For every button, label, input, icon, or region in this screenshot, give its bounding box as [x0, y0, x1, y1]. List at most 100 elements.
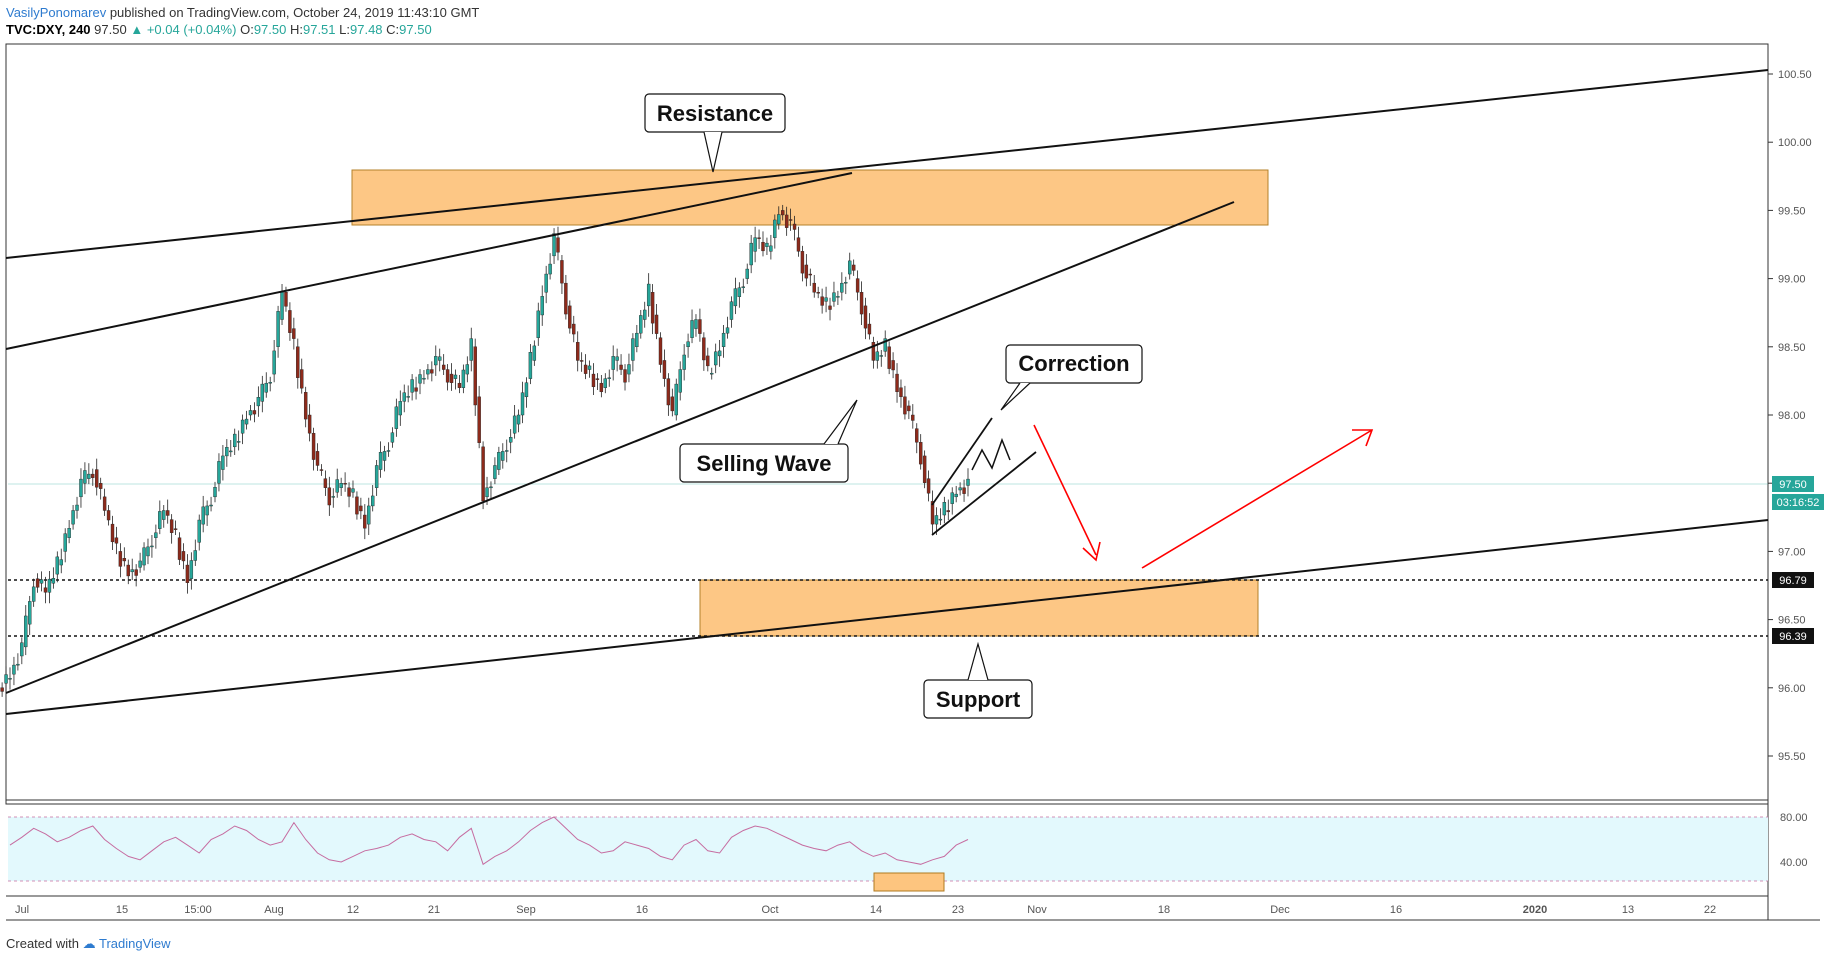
candle-body-222 — [875, 351, 880, 361]
selling-wave-callout[interactable]: Selling Wave — [679, 399, 858, 483]
correction-zigzag[interactable] — [971, 437, 1011, 471]
rsi-tick-1: 40.00 — [1780, 857, 1808, 869]
up-arrow[interactable] — [1141, 429, 1373, 569]
candle-body-58 — [229, 450, 233, 453]
candle-body-242 — [954, 493, 958, 498]
candle-body-134 — [528, 352, 533, 379]
lower-channel-trendline[interactable] — [5, 519, 1769, 715]
upper-channel-trendline[interactable] — [5, 69, 1769, 259]
symbol-label[interactable]: TVC:DXY, 240 — [6, 22, 91, 37]
low-label: L: — [339, 22, 350, 37]
candle-body-64 — [252, 410, 257, 415]
correction-channel-top[interactable] — [931, 417, 993, 506]
correction-channel-bottom[interactable] — [931, 451, 1037, 536]
candle-body-41 — [162, 510, 166, 520]
candle-body-60 — [236, 441, 241, 443]
candle-body-30 — [118, 551, 123, 567]
tradingview-link[interactable]: TradingView — [99, 936, 171, 951]
candle-body-230 — [907, 405, 911, 412]
candle-body-22 — [87, 473, 91, 479]
open-value: 97.50 — [253, 22, 287, 37]
candle-body-192 — [757, 237, 761, 239]
candle-body-57 — [225, 447, 229, 457]
candle-body-54 — [213, 487, 217, 498]
support-price-1: 96.79 — [1779, 575, 1807, 587]
candle-body-89 — [351, 488, 355, 493]
rsi-line — [9, 816, 969, 866]
price-tick-10: 95.50 — [1778, 751, 1806, 763]
candle-body-131 — [516, 414, 521, 425]
candle-body-31 — [122, 558, 127, 562]
candle-body-34 — [134, 569, 138, 576]
candle-body-20 — [79, 478, 83, 498]
candle-body-135 — [532, 345, 537, 361]
up-arrow-head — [1352, 429, 1374, 447]
candle-body-95 — [374, 465, 379, 488]
candle-body-15 — [59, 559, 63, 566]
time-tick-14: 16 — [1390, 904, 1402, 916]
down-arrow-head — [1082, 541, 1101, 562]
candle-body-45 — [177, 537, 182, 560]
rsi-axis-ticks: 80.00 40.00 — [1780, 812, 1808, 869]
candle-body-173 — [682, 354, 686, 370]
candle-body-32 — [126, 564, 130, 577]
chart-header: VasilyPonomarev published on TradingView… — [6, 4, 479, 38]
candle-body-156 — [615, 356, 619, 361]
candle-body-218 — [859, 292, 864, 315]
time-axis-ticks: Jul 15 15:00 Aug 12 21 Sep 16 Oct 14 23 Nov 18 Dec 16 2… — [15, 904, 1716, 916]
candle-body-69 — [272, 350, 276, 375]
candle-body-123 — [485, 487, 489, 498]
resistance-callout[interactable]: Resistance — [644, 93, 786, 173]
candle-body-203 — [800, 251, 805, 274]
candle-body-199 — [784, 214, 789, 228]
candle-body-151 — [595, 378, 600, 380]
resistance-zone[interactable] — [351, 169, 1269, 226]
candle-body-193 — [761, 242, 765, 252]
rsi-zone-box[interactable] — [873, 872, 945, 892]
candle-body-19 — [75, 504, 79, 511]
candle-body-10 — [39, 579, 44, 584]
publish-info: published on TradingView.com, October 24… — [109, 5, 480, 20]
candle-body-104 — [410, 379, 414, 393]
rising-trendline[interactable] — [5, 201, 1235, 694]
candle-body-177 — [698, 319, 702, 334]
support-price-tag-1: 96.79 — [1772, 572, 1814, 588]
candle-body-81 — [319, 469, 324, 471]
high-label: H: — [289, 22, 303, 37]
candle-body-114 — [449, 373, 454, 383]
down-arrow[interactable] — [1033, 424, 1097, 556]
candle-body-106 — [418, 374, 422, 384]
candle-body-50 — [197, 519, 201, 543]
mid-trendline-upper[interactable] — [5, 172, 853, 350]
candle-body-129 — [508, 437, 513, 443]
candle-body-16 — [63, 533, 67, 552]
candle-body-234 — [922, 455, 927, 483]
candle-body-100 — [394, 406, 399, 429]
candle-body-185 — [729, 301, 734, 320]
support-callout[interactable]: Support — [923, 641, 1033, 719]
candle-body-14 — [55, 556, 60, 575]
candle-body-75 — [296, 346, 300, 378]
candle-body-61 — [240, 419, 245, 434]
author-link[interactable]: VasilyPonomarev — [6, 5, 107, 20]
candle-body-117 — [461, 369, 466, 388]
candle-body-163 — [643, 309, 647, 320]
time-tick-6: Sep — [516, 904, 536, 916]
candle-body-231 — [911, 414, 915, 421]
candle-body-150 — [591, 373, 596, 388]
candle-body-178 — [702, 337, 706, 361]
candle-body-102 — [402, 392, 406, 402]
candle-body-96 — [378, 452, 383, 470]
candle-body-65 — [256, 397, 261, 407]
correction-callout[interactable]: Correction — [1000, 344, 1143, 411]
candle-body-159 — [627, 364, 631, 375]
candle-body-79 — [311, 432, 316, 460]
candle-body-88 — [347, 487, 351, 497]
candle-body-44 — [173, 528, 178, 530]
candle-body-166 — [654, 314, 659, 334]
candle-body-83 — [327, 487, 332, 506]
support-price-tag-2: 96.39 — [1772, 628, 1814, 644]
candle-body-146 — [576, 342, 580, 361]
candle-body-211 — [832, 292, 836, 302]
